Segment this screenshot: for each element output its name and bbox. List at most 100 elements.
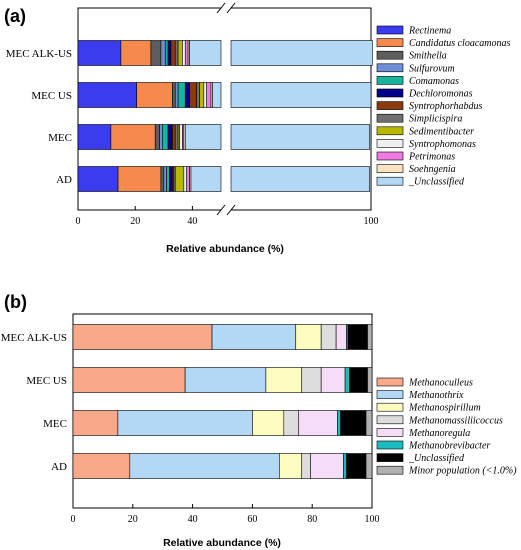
bar-segment-petrimonas xyxy=(186,166,190,192)
legend-label-unclassified: _Unclassified xyxy=(408,177,465,188)
bar-segment-methanospirillum xyxy=(279,453,303,479)
bar-segment-rectinema xyxy=(77,82,137,108)
bar-segment-methanothrix xyxy=(184,367,267,393)
bar-segment-smithella xyxy=(160,166,165,192)
bar-segment-sedimentibacter xyxy=(177,40,183,66)
legend-swatch-petrimonas xyxy=(376,151,404,161)
bar-segment-methanoculleus xyxy=(72,324,213,350)
bar-segment-syntrophorhabdus xyxy=(172,124,176,150)
category-label: MEC xyxy=(48,132,72,144)
legend-swatch-methanobrevibacter xyxy=(376,440,404,450)
legend-label-rectinema: Rectinema xyxy=(408,26,451,37)
bar-segment-sedimentibacter xyxy=(199,82,205,108)
legend-label-simplicispira: Simplicispira xyxy=(409,114,462,125)
x-tick-label: 20 xyxy=(128,514,138,525)
bar-segment-smithella xyxy=(150,40,162,66)
legend-swatch-candidatus-cloacamonas xyxy=(376,38,404,47)
legend-label-dechloromonas: Dechloromonas xyxy=(408,89,473,100)
bar-segment-unclassified xyxy=(230,40,373,66)
bar-segment-unclassified xyxy=(230,82,372,108)
axis-break-mark xyxy=(226,204,236,216)
legend-swatch-methanomassiliicoccus xyxy=(376,415,404,425)
legend-label-methanoregula: Methanoregula xyxy=(408,428,470,439)
axis-break-gap-top xyxy=(221,6,231,10)
legend-label-smithella: Smithella xyxy=(409,51,447,62)
bar-segment-smithella xyxy=(154,124,160,150)
x-tick-label: 80 xyxy=(307,514,317,525)
bar-segment-comamonas xyxy=(177,82,186,108)
legend-swatch-dechloromonas xyxy=(376,88,404,98)
bar-segment-unclassified xyxy=(349,367,368,393)
bar-segment-syntrophomonas xyxy=(182,40,186,66)
bar-segment-methanomassiliicoccus xyxy=(283,410,300,436)
axis-break-mark xyxy=(226,2,236,14)
x-tick-label: 40 xyxy=(188,514,198,525)
bar-segment-methanoculleus xyxy=(72,453,131,479)
bar-segment-methanoregula xyxy=(298,410,338,436)
legend-swatch-methanothrix xyxy=(376,390,404,399)
x-tick-label: 100 xyxy=(365,514,380,525)
legend-label-soehngenia: Soehngenia xyxy=(409,164,456,175)
legend-swatch-methanoculleus xyxy=(376,377,404,387)
legend-swatch-syntrophorhabdus xyxy=(376,101,404,110)
bar-segment-simplicispira xyxy=(174,40,179,66)
legend-label-methanoculleus: Methanoculleus xyxy=(408,378,473,389)
bar-segment-unclassified xyxy=(346,453,367,479)
x-tick-label: 60 xyxy=(247,514,257,525)
panel-a-chart: MEC ALK-US MEC US MEC AD 0 20 40 100 xyxy=(6,2,379,227)
legend-swatch-simplicispira xyxy=(376,113,404,123)
bar-segment-syntrophomonas xyxy=(203,82,207,108)
bar-segment-methanomassiliicoccus xyxy=(301,453,312,479)
bar-segment-sulfurovum xyxy=(163,166,167,192)
bar-segment-dechloromonas xyxy=(169,166,173,192)
bar-segment-minor-population-1-0 xyxy=(367,367,373,393)
axis-break-mark xyxy=(216,2,226,14)
bar-segment-smithella xyxy=(172,82,176,108)
legend-swatch-syntrophomonas xyxy=(376,139,404,148)
x-tick-label: 0 xyxy=(71,514,76,525)
legend-label-unclassified: _Unclassified xyxy=(408,453,465,464)
bar-segment-comamonas xyxy=(166,166,170,192)
category-label: MEC xyxy=(43,418,67,430)
panel-a-xlabel: Relative abundance (%) xyxy=(166,243,284,255)
category-label: MEC US xyxy=(31,90,72,102)
category-label: MEC ALK-US xyxy=(6,48,72,60)
bar-segment-rectinema xyxy=(77,40,122,66)
legend-label-methanobrevibacter: Methanobrevibacter xyxy=(408,441,490,452)
axis-break-mark xyxy=(216,204,226,216)
legend-label-candidatus-cloacamonas: Candidatus cloacamonas xyxy=(409,38,510,49)
legend-label-syntrophorhabdus: Syntrophorhabdus xyxy=(409,101,482,112)
bar-segment-sulfurovum xyxy=(160,40,166,66)
bar-segment-simplicispira xyxy=(196,82,200,108)
bar-segment-unclassified xyxy=(230,124,370,150)
bar-segment-dechloromonas xyxy=(167,124,173,150)
bar-segment-simplicispira xyxy=(174,124,179,150)
legend-swatch-sulfurovum xyxy=(376,63,404,73)
legend-swatch-comamonas xyxy=(376,76,404,85)
legend-swatch-methanospirillum xyxy=(376,402,404,412)
bar-segment-candidatus-cloacamonas xyxy=(110,124,156,150)
axis-break-gap-bottom xyxy=(221,208,231,212)
bar-segment-rectinema xyxy=(77,166,119,192)
legend-label-petrimonas: Petrimonas xyxy=(408,152,455,163)
bar-segment-minor-population-1-0 xyxy=(367,324,373,350)
bar-segment-candidatus-cloacamonas xyxy=(117,166,162,192)
bar-segment-syntrophorhabdus xyxy=(170,40,176,66)
bar-segment-sedimentibacter xyxy=(174,166,185,192)
legend-swatch-methanoregula xyxy=(376,428,404,437)
bar-segment-methanospirillum xyxy=(295,324,322,350)
panel-a-label: (a) xyxy=(4,6,26,26)
bar-segment-dechloromonas xyxy=(167,40,172,66)
bar-segment-syntrophomonas xyxy=(183,166,187,192)
legend-label-sedimentibacter: Sedimentibacter xyxy=(409,126,474,137)
bar-segment-syntrophorhabdus xyxy=(189,82,197,108)
x-tick-label: 100 xyxy=(364,216,379,227)
bar-segment-methanomassiliicoccus xyxy=(301,367,322,393)
panel-b-label: (b) xyxy=(4,292,27,312)
bar-segment-unclassified xyxy=(230,166,370,192)
bar-segment-methanothrix xyxy=(211,324,297,350)
legend-swatch-minor-population-1-0 xyxy=(376,465,404,475)
category-label: MEC ALK-US xyxy=(1,332,67,344)
bar-segment-unclassified xyxy=(184,124,222,150)
